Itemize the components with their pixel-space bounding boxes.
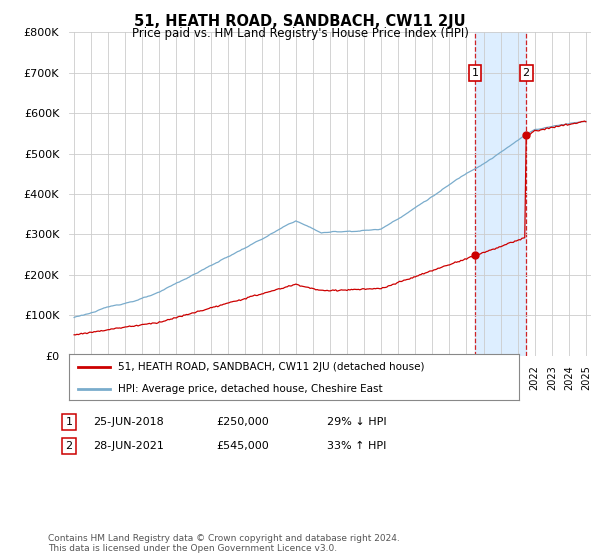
- Text: HPI: Average price, detached house, Cheshire East: HPI: Average price, detached house, Ches…: [119, 384, 383, 394]
- Text: 28-JUN-2021: 28-JUN-2021: [93, 441, 164, 451]
- Text: 51, HEATH ROAD, SANDBACH, CW11 2JU (detached house): 51, HEATH ROAD, SANDBACH, CW11 2JU (deta…: [119, 362, 425, 372]
- Text: £250,000: £250,000: [216, 417, 269, 427]
- Text: 1: 1: [472, 68, 479, 78]
- Bar: [475, 32, 526, 356]
- Text: 2: 2: [523, 68, 530, 78]
- Text: Contains HM Land Registry data © Crown copyright and database right 2024.
This d: Contains HM Land Registry data © Crown c…: [48, 534, 400, 553]
- Text: 1: 1: [65, 417, 73, 427]
- Text: 2: 2: [65, 441, 73, 451]
- Text: 33% ↑ HPI: 33% ↑ HPI: [327, 441, 386, 451]
- Text: 29% ↓ HPI: 29% ↓ HPI: [327, 417, 386, 427]
- Text: 51, HEATH ROAD, SANDBACH, CW11 2JU: 51, HEATH ROAD, SANDBACH, CW11 2JU: [134, 14, 466, 29]
- Text: 25-JUN-2018: 25-JUN-2018: [93, 417, 164, 427]
- Text: Price paid vs. HM Land Registry's House Price Index (HPI): Price paid vs. HM Land Registry's House …: [131, 27, 469, 40]
- Text: £545,000: £545,000: [216, 441, 269, 451]
